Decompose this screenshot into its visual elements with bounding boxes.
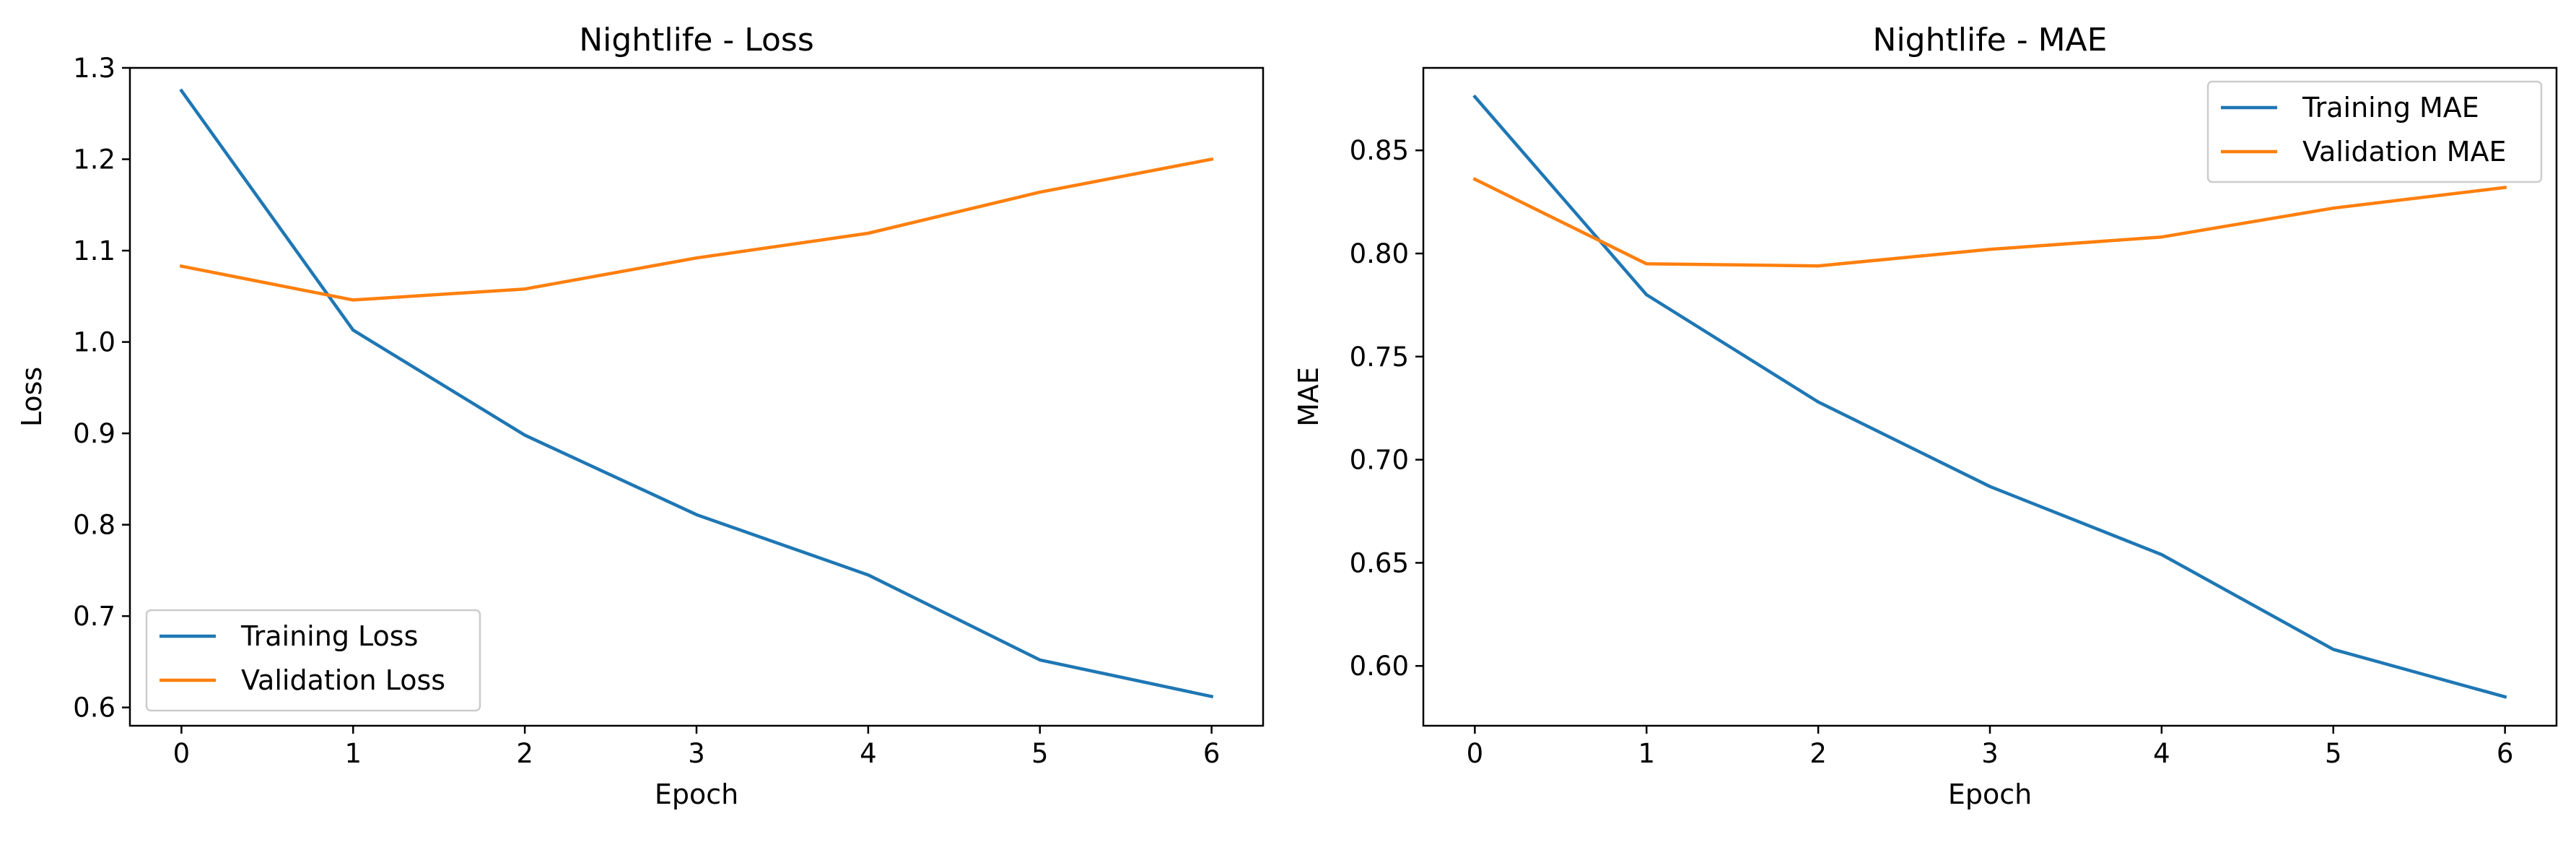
x-tick-label: 3 xyxy=(1981,738,1999,769)
legend-label-1: Validation Loss xyxy=(241,664,445,696)
y-tick-label: 0.70 xyxy=(1350,445,1409,476)
y-tick-label: 0.8 xyxy=(73,510,115,541)
legend: Training MAE Validation MAE xyxy=(2206,80,2543,183)
x-tick-label: 4 xyxy=(2153,738,2170,769)
y-tick-label: 0.75 xyxy=(1350,342,1409,373)
series-line-1 xyxy=(179,157,1214,302)
x-tick-label: 1 xyxy=(344,738,362,769)
x-tick-label: 0 xyxy=(1467,738,1484,769)
y-tick-label: 0.9 xyxy=(73,418,115,449)
series-line-1 xyxy=(1472,177,2507,268)
series-line-0 xyxy=(1472,94,2507,699)
chart-title: Nightlife - MAE xyxy=(1873,22,2108,58)
chart-panel-0: Nightlife - Loss 0 1 2 3 4 5 6 0.6 0.7 0.8 0.9 1.0 1.… xyxy=(16,22,1265,810)
y-tick-label: 0.60 xyxy=(1350,651,1409,682)
chart-panel-1: Nightlife - MAE 0 1 2 3 4 5 6 0.60 0.65 0.70 0.75 0.… xyxy=(1293,22,2558,810)
y-tick-label: 0.80 xyxy=(1350,238,1409,269)
chart-title: Nightlife - Loss xyxy=(579,22,814,58)
x-tick-label: 6 xyxy=(1203,738,1221,769)
y-tick-label: 0.7 xyxy=(73,601,115,632)
legend-label-0: Training MAE xyxy=(2302,92,2479,123)
y-tick-label: 1.2 xyxy=(73,144,115,175)
series-line-0 xyxy=(179,88,1214,699)
x-axis-label: Epoch xyxy=(655,778,738,810)
x-tick-label: 3 xyxy=(688,738,705,769)
legend-label-0: Training Loss xyxy=(240,620,418,652)
legend: Training Loss Validation Loss xyxy=(145,609,481,712)
x-axis-label: Epoch xyxy=(1948,778,2032,810)
x-tick-label: 0 xyxy=(173,738,191,769)
x-tick-label: 1 xyxy=(1638,738,1655,769)
y-tick-label: 0.6 xyxy=(73,693,115,724)
legend-label-1: Validation MAE xyxy=(2302,136,2507,168)
x-tick-label: 5 xyxy=(1031,738,1049,769)
y-axis-label: MAE xyxy=(1293,367,1324,427)
y-tick-label: 1.0 xyxy=(73,327,115,358)
x-tick-label: 6 xyxy=(2497,738,2514,769)
y-tick-label: 1.3 xyxy=(73,53,115,84)
y-tick-label: 0.85 xyxy=(1350,135,1409,166)
x-tick-label: 4 xyxy=(860,738,877,769)
legend-box xyxy=(145,609,481,712)
x-tick-label: 2 xyxy=(516,738,533,769)
x-tick-label: 2 xyxy=(1809,738,1827,769)
legend-box xyxy=(2206,80,2543,183)
x-tick-label: 5 xyxy=(2325,738,2342,769)
y-tick-label: 1.1 xyxy=(73,235,115,266)
y-axis-label: Loss xyxy=(16,367,48,427)
y-tick-label: 0.65 xyxy=(1350,547,1409,578)
